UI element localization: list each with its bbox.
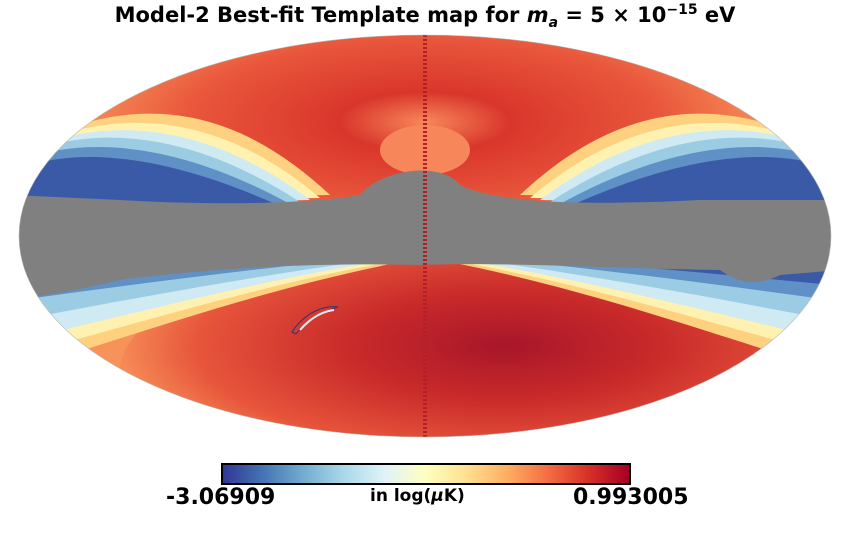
colorbar	[221, 463, 631, 485]
map-title: Model-2 Best-fit Template map for ma = 5…	[114, 2, 736, 32]
colorbar-max-label: 0.993005	[573, 485, 689, 510]
colorbar-unit-label: in log(μK)	[370, 486, 465, 506]
colorbar-min-label: -3.06909	[166, 485, 276, 510]
